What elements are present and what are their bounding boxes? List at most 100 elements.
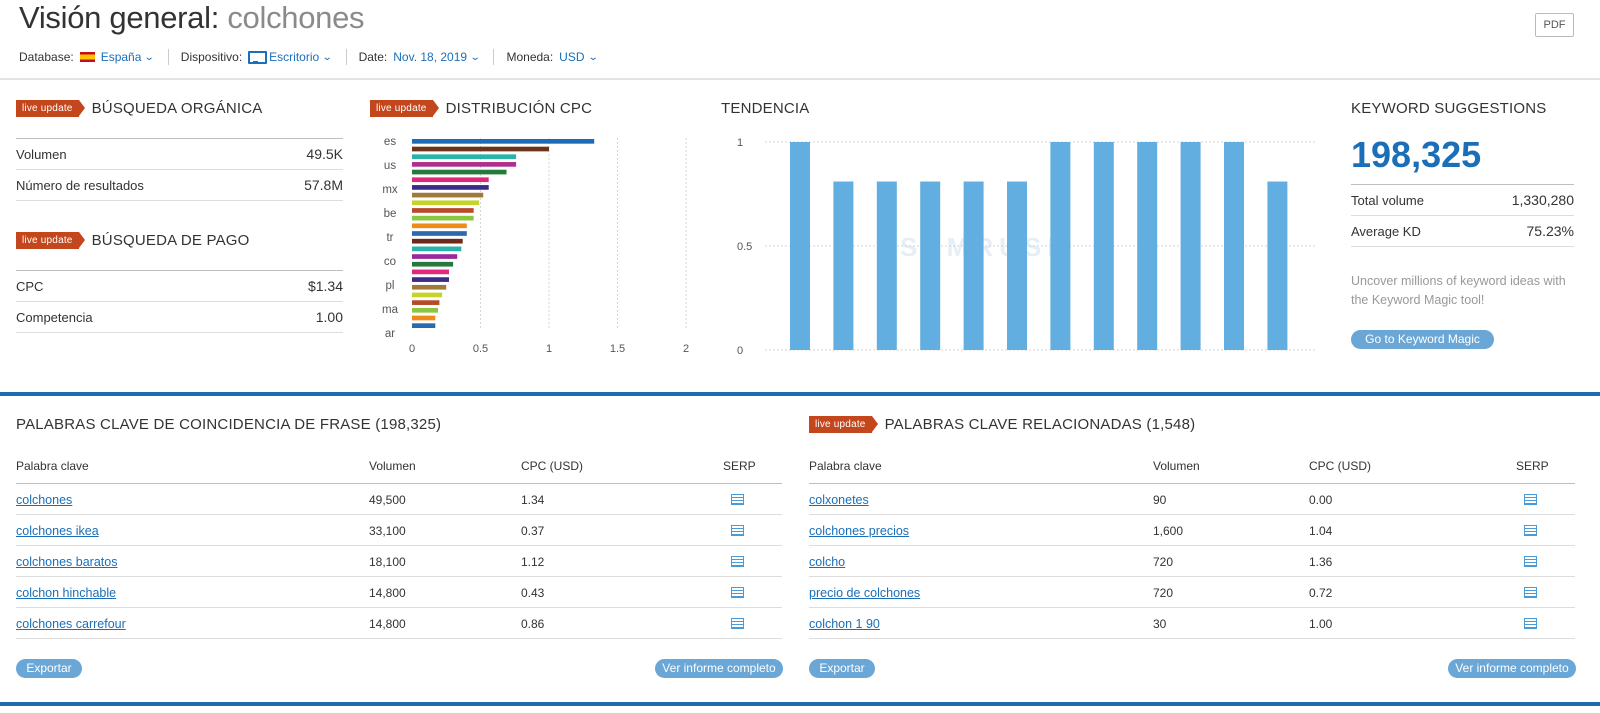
keyword-link[interactable]: colxonetes [809,493,869,507]
keyword-link[interactable]: colchones [16,493,73,507]
serp-icon[interactable] [731,494,744,505]
stat-row: Average KD 75.23% [1351,216,1574,247]
organic-stats: Volumen 49.5K Número de resultados 57.8M [16,138,343,201]
stat-label: Average KD [1351,223,1421,239]
cpc-bar [412,254,458,259]
stat-label: Volumen [16,146,67,162]
trend-y-tick-label: 0 [737,345,743,357]
cpc-cell: 0.00 [1309,493,1333,507]
cpc-bar [412,169,507,175]
date-filter[interactable]: Date: Nov. 18, 2019 ⌄ [359,49,495,65]
go-to-keyword-magic-button[interactable]: Go to Keyword Magic [1351,330,1494,349]
live-update-badge: live update [809,416,878,433]
table-row: colchon hinchable 14,800 0.43 [16,577,782,608]
volume-cell: 30 [1153,617,1167,631]
column-header-cpc[interactable]: CPC (USD) [1309,459,1371,473]
volume-cell: 14,800 [369,586,406,600]
table-row: precio de colchones 720 0.72 [809,577,1575,608]
device-filter[interactable]: Dispositivo: Escritorio ⌄ [181,49,347,65]
cpc-bar [412,300,440,305]
filter-bar: Database: España ⌄ Dispositivo: Escritor… [19,49,623,65]
serp-icon[interactable] [731,587,744,598]
database-label: Database: [19,50,74,64]
keyword-link[interactable]: colchones precios [809,524,910,538]
database-filter[interactable]: Database: España ⌄ [19,49,169,65]
stat-value: 49.5K [306,146,343,162]
cpc-distribution-chart: 0 0.5 1 1.5 2 es us mx be tr co pl ma ar [382,136,689,355]
serp-icon[interactable] [1524,587,1537,598]
keyword-magic-description: Uncover millions of keyword ideas with t… [1351,274,1566,307]
column-header-cpc[interactable]: CPC (USD) [521,459,583,473]
currency-filter[interactable]: Moneda: USD ⌄ [506,49,610,65]
cpc-cell: 1.00 [1309,617,1333,631]
cpc-x-tick-label: 2 [683,343,689,355]
cpc-y-tick-label: ar [385,328,395,340]
keyword-link[interactable]: colchones carrefour [16,617,126,631]
cpc-bar [412,292,443,298]
trend-bar [876,181,897,350]
serp-icon[interactable] [731,618,744,629]
column-header-keyword[interactable]: Palabra clave [809,459,882,473]
table-header: Palabra clave Volumen CPC (USD) SERP [16,442,782,484]
keyword-link[interactable]: colchon hinchable [16,586,117,600]
trend-bar [1050,142,1071,350]
cpc-bar [412,284,447,290]
trend-bar [1180,142,1201,350]
keyword-suggestions-title: KEYWORD SUGGESTIONS [1351,100,1547,117]
device-label: Dispositivo: [180,50,243,64]
trend-chart: 00.51 [737,137,1315,357]
serp-icon[interactable] [1524,618,1537,629]
full-report-button[interactable]: Ver informe completo [1448,659,1576,678]
keyword-link[interactable]: colchones ikea [16,524,99,538]
serp-icon[interactable] [1524,556,1537,567]
date-value: Nov. 18, 2019 [393,50,468,64]
table-row: colchones ikea 33,100 0.37 [16,515,782,546]
cpc-bar [412,162,517,167]
cpc-bar [412,139,595,144]
volume-cell: 14,800 [369,617,406,631]
cpc-bar [412,146,549,152]
keyword-suggestions-count: 198,325 [1351,134,1482,175]
column-header-volume[interactable]: Volumen [369,459,416,473]
keyword-link[interactable]: colchon 1 90 [809,617,880,631]
pdf-export-button[interactable]: PDF [1535,13,1574,37]
full-report-button[interactable]: Ver informe completo [655,659,783,678]
serp-icon[interactable] [731,525,744,536]
keyword-link[interactable]: precio de colchones [809,586,921,600]
related-keywords-title-text: PALABRAS CLAVE RELACIONADAS (1,548) [884,416,1196,433]
trend-bar [833,181,854,350]
cpc-y-tick-label: mx [382,184,398,196]
serp-icon[interactable] [731,556,744,567]
serp-icon[interactable] [1524,525,1537,536]
keyword-link[interactable]: colchones baratos [16,555,118,569]
serp-icon[interactable] [1524,494,1537,505]
organic-title-text: BÚSQUEDA ORGÁNICA [91,100,263,117]
trend-bar [1093,142,1114,350]
export-button[interactable]: Exportar [809,659,875,678]
cpc-bar [412,231,467,236]
stat-label: Número de resultados [16,177,144,193]
cpc-bar [412,200,480,206]
cpc-y-tick-label: be [384,208,397,220]
stat-row: Competencia 1.00 [16,302,343,333]
export-button[interactable]: Exportar [16,659,82,678]
keyword-suggestions-stats: Total volume 1,330,280 Average KD 75.23% [1351,184,1574,247]
table-row: colchones precios 1,600 1.04 [809,515,1575,546]
cpc-bar [412,185,489,190]
column-header-keyword[interactable]: Palabra clave [16,459,89,473]
volume-cell: 18,100 [369,555,406,569]
cpc-bar [412,154,517,160]
cpc-bar [412,323,436,328]
stat-row: Total volume 1,330,280 [1351,185,1574,216]
cpc-bar [412,261,454,267]
date-label: Date: [358,50,388,64]
chevron-down-icon: ⌄ [587,51,599,63]
related-keywords-table: Palabra clave Volumen CPC (USD) SERP col… [809,442,1575,639]
paid-title: live update BÚSQUEDA DE PAGO [16,232,250,249]
stat-row: Volumen 49.5K [16,139,343,170]
keyword-link[interactable]: colcho [809,555,846,569]
column-header-volume[interactable]: Volumen [1153,459,1200,473]
currency-label: Moneda: [506,50,554,64]
cpc-chart-title-text: DISTRIBUCIÓN CPC [445,100,593,117]
bottom-divider [0,702,1600,706]
